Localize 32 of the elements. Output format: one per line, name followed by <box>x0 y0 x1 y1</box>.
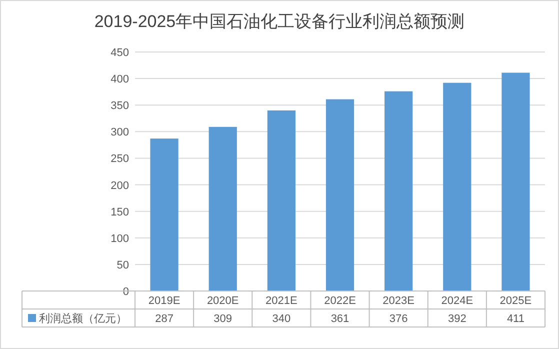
y-tick-label: 350 <box>110 100 129 112</box>
data-label: 411 <box>506 313 524 325</box>
y-tick-label: 300 <box>110 126 129 139</box>
data-label: 376 <box>389 313 408 325</box>
x-tick-label: 2024E <box>441 295 474 307</box>
chart-title: 2019-2025年中国石油化工设备行业利润总额预测 <box>94 12 465 31</box>
bar <box>267 110 296 291</box>
data-label: 309 <box>214 313 232 325</box>
x-tick-label: 2025E <box>500 295 532 307</box>
x-tick-label: 2021E <box>266 295 298 307</box>
bar <box>208 126 237 291</box>
data-label: 287 <box>155 313 174 325</box>
bar <box>326 99 354 291</box>
y-tick-label: 50 <box>116 259 129 272</box>
legend-label: 利润总额（亿元） <box>39 312 127 325</box>
data-label: 361 <box>330 313 350 325</box>
y-tick-label: 200 <box>110 180 129 192</box>
bar <box>443 82 472 291</box>
data-label: 340 <box>272 313 291 325</box>
y-tick-label: 150 <box>110 206 129 218</box>
y-tick-label: 250 <box>110 153 129 166</box>
y-tick-label: 450 <box>110 47 129 59</box>
y-tick-label: 100 <box>110 232 129 245</box>
data-label: 392 <box>448 313 466 325</box>
bar <box>384 91 413 291</box>
bar <box>150 138 178 291</box>
x-tick-label: 2022E <box>324 295 356 307</box>
x-tick-label: 2020E <box>206 295 239 307</box>
bar <box>502 72 530 291</box>
y-tick-label: 400 <box>110 74 129 86</box>
x-tick-label: 2019E <box>148 295 180 307</box>
x-tick-label: 2023E <box>382 295 414 307</box>
